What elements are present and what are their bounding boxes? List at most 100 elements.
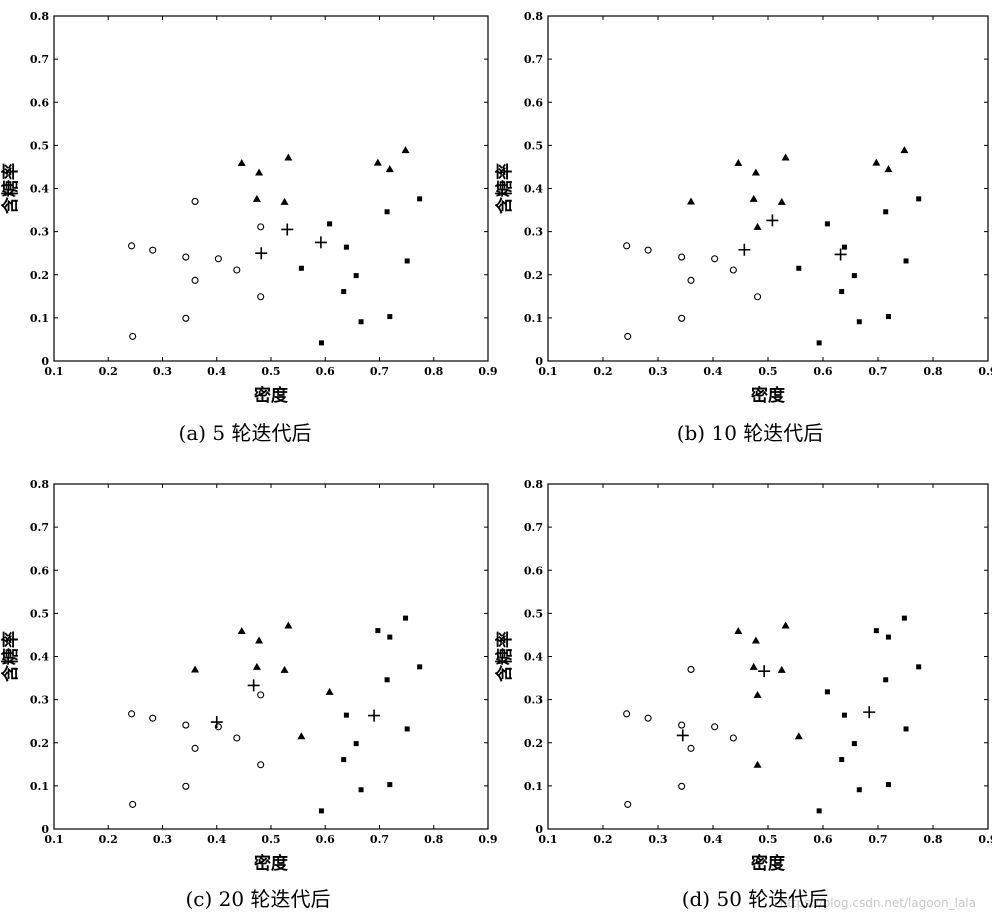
point-circle [214,723,222,731]
x-tick-label: 0.8 [923,365,942,378]
cluster-center-plus [247,679,260,692]
point-circle [623,242,631,250]
point-triangle [687,197,695,205]
x-tick-label: 0.8 [923,833,942,846]
point-circle [753,293,762,301]
point-square [318,340,324,346]
point-square [885,314,891,320]
point-triangle [297,732,306,740]
x-tick-label: 0.4 [703,365,722,378]
chart-panel-1: 0.1 0.2 0.3 0.4 0.5 0.6 0.7 0.8 0.900.10.20.30.4… [0,10,498,445]
point-square [343,244,349,250]
point-square [403,615,409,621]
y-tick-label: 0.2 [30,737,49,750]
point-circle [257,761,265,769]
panel-caption: (d) 50 轮迭代后 [682,887,829,911]
x-tick-label: 0.2 [593,365,612,378]
x-tick-label: 0.7 [370,365,389,378]
point-square [327,221,333,227]
point-square [841,244,847,250]
x-tick-label: 0.2 [99,833,118,846]
x-axis-label: 密度 [254,385,289,406]
point-square [856,319,862,325]
point-square [883,677,889,683]
point-triangle [734,627,743,635]
x-tick-label: 0.9 [478,365,497,378]
chart-panel-2: 0.10.20.30.40.50.60.70.80.900.10.20.30.4… [494,10,992,445]
point-triangle [237,627,246,635]
point-circle [233,734,241,742]
point-square [824,689,830,695]
point-square [816,808,822,814]
point-square [916,196,922,202]
y-tick-label: 0.3 [524,694,543,707]
point-triangle [385,165,394,173]
point-square [375,628,381,634]
point-circle [711,255,719,263]
y-axis-label: 含糖率 [0,163,21,214]
point-square [816,340,822,346]
cluster-center-plus [834,248,847,261]
y-tick-label: 0.7 [30,521,49,534]
point-square [883,209,889,215]
point-triangle [900,146,909,154]
point-square [796,265,802,271]
y-tick-label: 0.3 [30,694,49,707]
cluster-center-plus [863,706,876,719]
point-circle [644,714,652,722]
point-circle [687,665,695,673]
y-tick-label: 0 [535,355,543,368]
point-square [341,757,347,763]
y-tick-label: 0.4 [30,651,49,664]
point-square [353,273,359,279]
x-tick-label: 0.5 [261,833,280,846]
point-square [417,664,423,670]
point-square [885,634,891,640]
point-square [404,726,410,732]
point-triangle [884,165,893,173]
x-tick-label: 0.8 [424,365,443,378]
point-square [903,258,909,264]
point-circle [257,223,265,231]
point-circle [149,246,157,254]
point-square [901,615,907,621]
point-triangle [280,665,289,673]
x-tick-label: 0.9 [978,365,992,378]
x-tick-label: 0.1 [44,833,63,846]
x-tick-label: 0.3 [648,365,667,378]
cluster-center-plus [210,716,223,729]
point-square [384,209,390,215]
y-tick-label: 0.4 [524,651,543,664]
point-triangle [781,621,790,629]
point-triangle [191,665,200,673]
cluster-center-plus [314,236,327,249]
point-square [856,787,862,793]
y-axis-label: 含糖率 [494,631,515,682]
x-tick-label: 0.6 [813,365,832,378]
x-tick-label: 0.3 [648,833,667,846]
y-tick-label: 0.4 [30,183,49,196]
y-tick-label: 0.2 [30,269,49,282]
y-tick-label: 0 [41,823,49,836]
point-circle [128,710,136,718]
cluster-center-plus [738,243,751,256]
point-circle [129,332,137,340]
point-triangle [753,690,762,698]
point-circle [191,197,199,205]
plot-frame [53,15,489,362]
x-tick-label: 0.3 [153,365,172,378]
point-circle [233,266,241,274]
point-triangle [753,760,762,768]
point-triangle [751,168,760,176]
point-circle [182,782,190,790]
y-tick-label: 0.8 [30,10,49,23]
point-circle [182,721,190,729]
point-triangle [777,665,786,673]
point-square [851,273,857,279]
point-triangle [749,662,758,670]
point-circle [214,255,222,263]
y-tick-label: 0.6 [524,564,543,577]
point-circle [624,332,632,340]
plot-frame [53,483,489,830]
y-tick-label: 0.5 [524,139,543,152]
